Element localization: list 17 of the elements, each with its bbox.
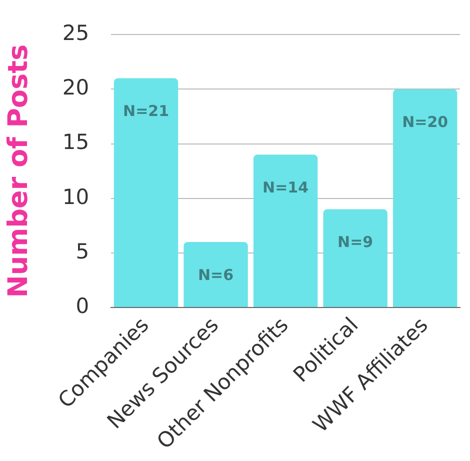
bar xyxy=(393,89,458,307)
y-tick-label: 0 xyxy=(76,294,90,318)
bar xyxy=(184,242,248,307)
y-axis-title: Number of Posts xyxy=(3,44,34,298)
bar xyxy=(323,209,388,307)
data-label: N=6 xyxy=(198,266,234,284)
data-label: N=9 xyxy=(338,233,374,252)
y-tick-label: 25 xyxy=(62,21,90,46)
y-tick-label: 10 xyxy=(62,184,90,209)
bar xyxy=(253,154,318,307)
y-tick-label: 15 xyxy=(62,130,90,154)
data-label: N=14 xyxy=(262,178,309,197)
bar xyxy=(114,78,178,307)
data-label: N=21 xyxy=(123,102,170,120)
y-tick-label: 5 xyxy=(76,239,90,264)
data-label: N=20 xyxy=(402,113,448,132)
y-tick-label: 20 xyxy=(62,76,90,100)
